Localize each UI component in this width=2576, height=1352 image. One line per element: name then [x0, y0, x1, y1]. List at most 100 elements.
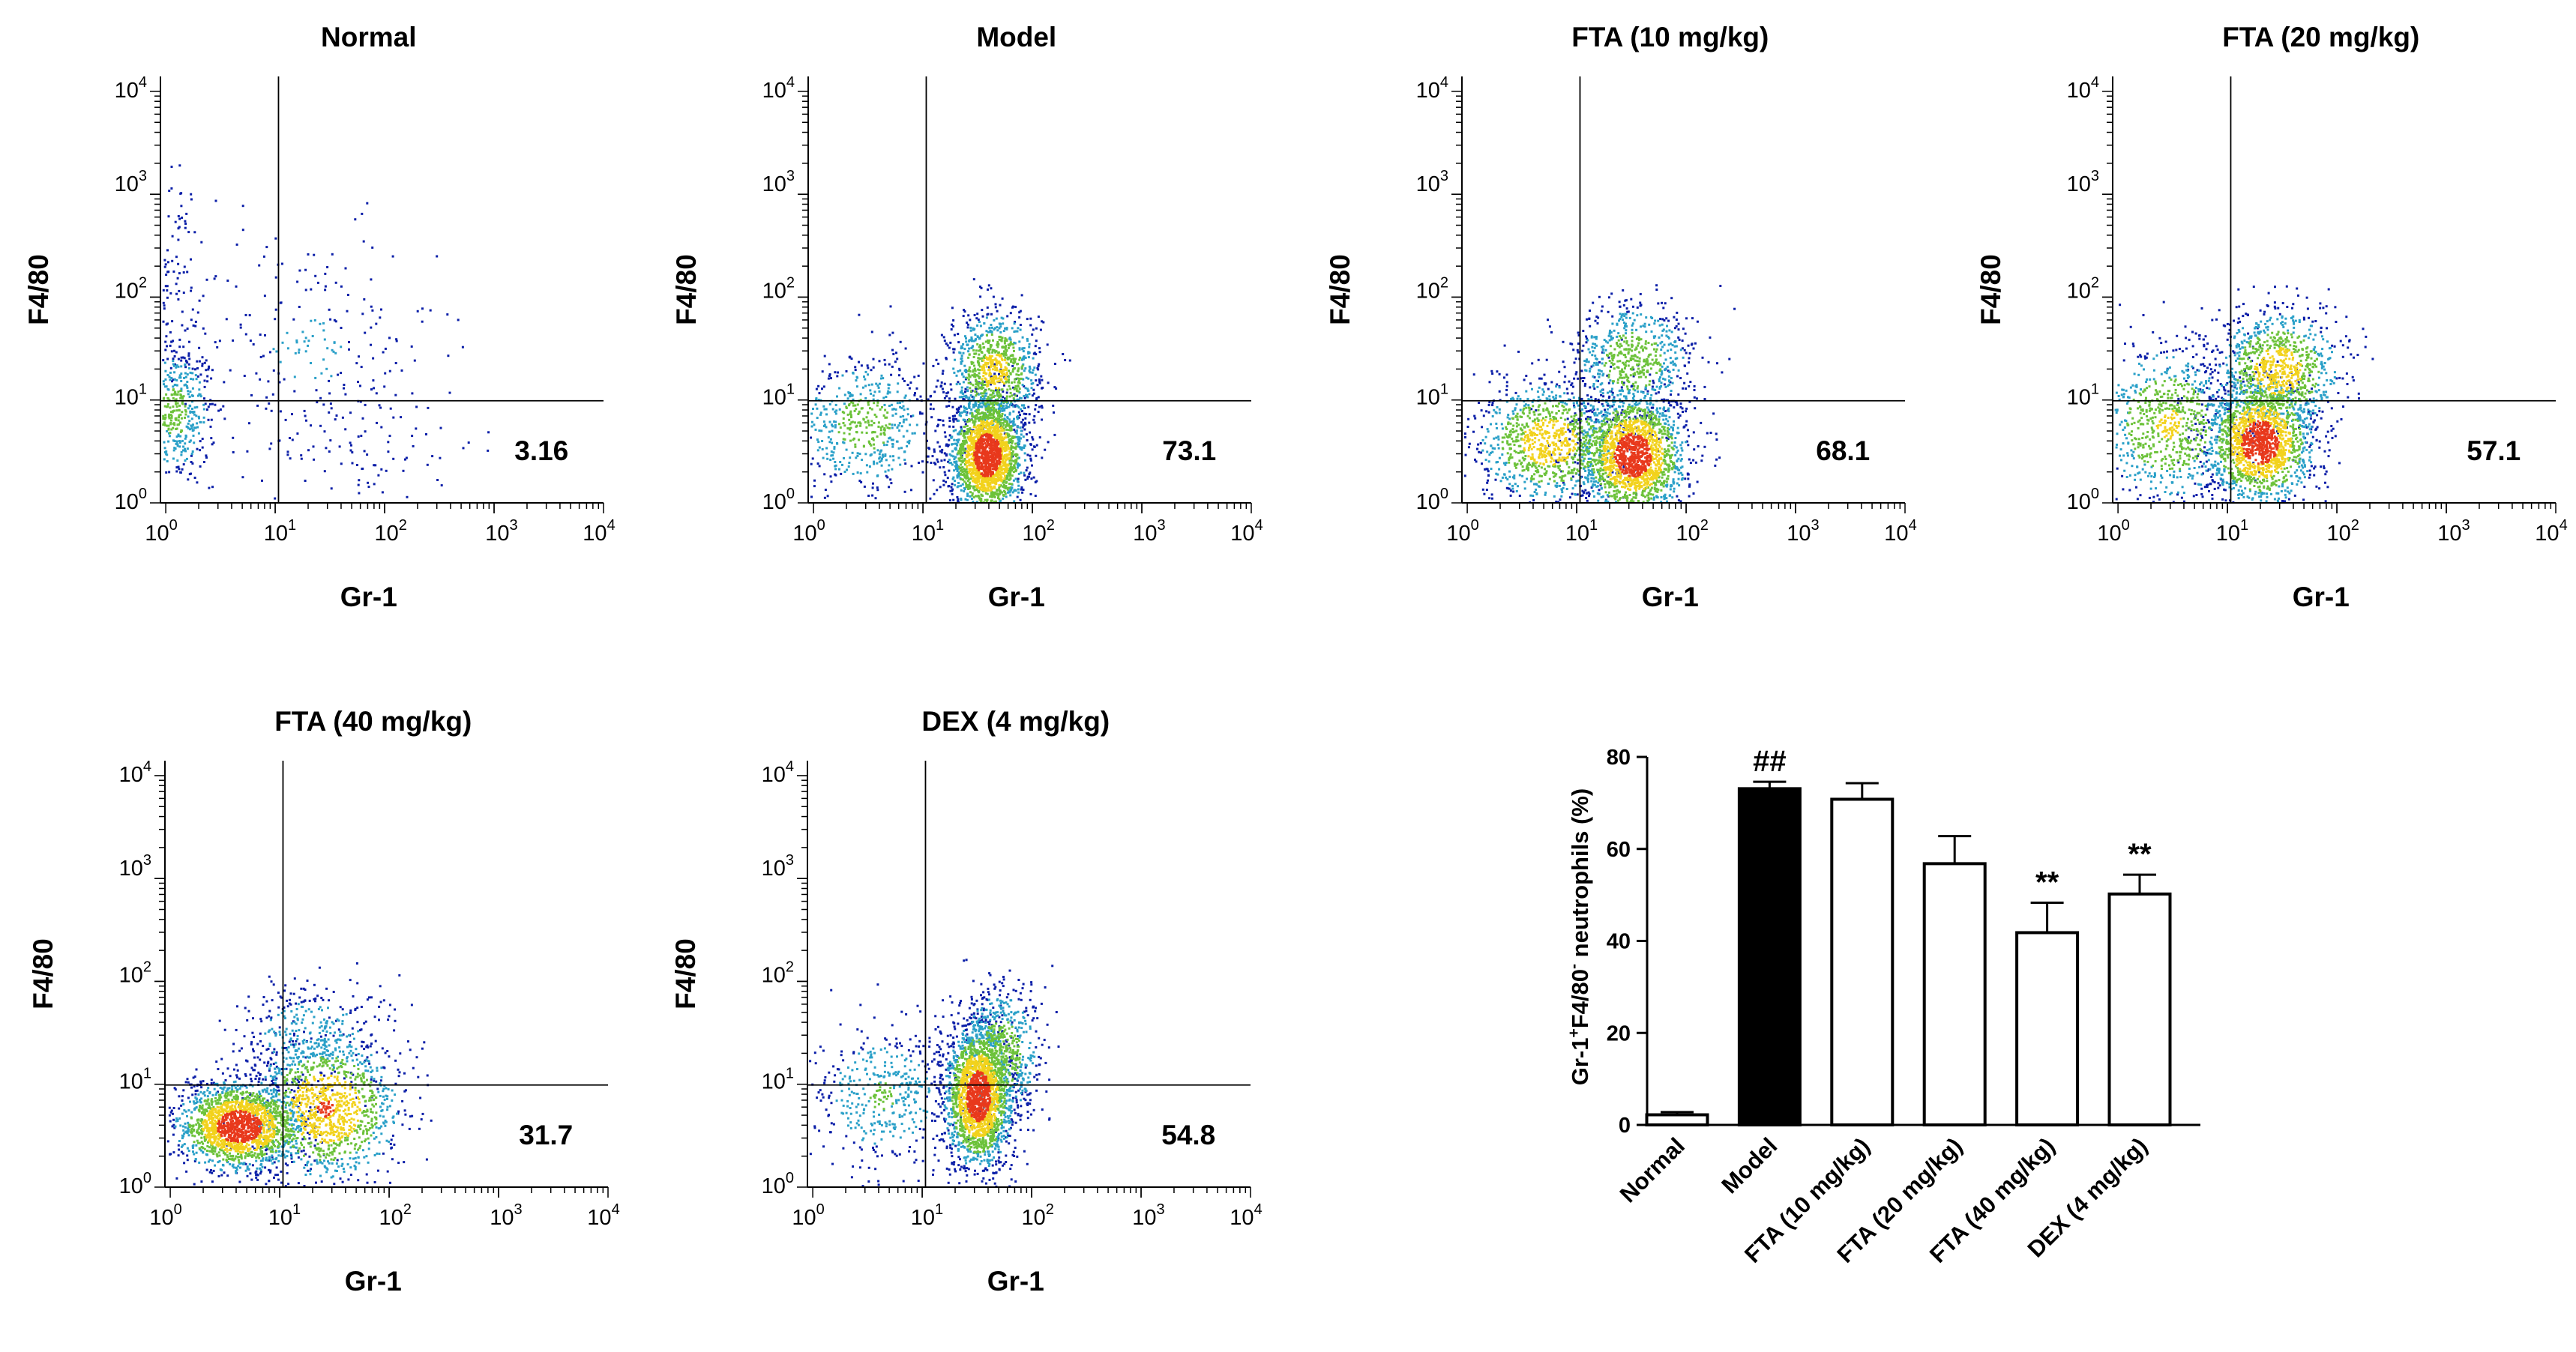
event-dot: [1613, 396, 1616, 399]
event-dot: [1029, 367, 1032, 370]
event-dot: [180, 205, 183, 208]
event-dot: [986, 349, 989, 352]
event-dot: [849, 423, 852, 426]
event-dot: [975, 479, 978, 482]
event-dot: [993, 477, 996, 480]
event-dot: [984, 470, 987, 473]
event-dot: [357, 483, 360, 486]
event-dot: [1003, 382, 1005, 385]
event-dot: [171, 393, 173, 396]
event-dot: [1038, 436, 1041, 439]
event-dot: [961, 346, 964, 349]
event-dot: [1669, 404, 1672, 407]
event-dot: [279, 410, 282, 413]
event-dot: [967, 478, 970, 481]
event-dot: [863, 485, 866, 488]
event-dot: [177, 215, 180, 217]
event-dot: [1028, 393, 1031, 396]
event-dot: [951, 488, 954, 491]
event-dot: [1481, 426, 1484, 429]
event-dot: [184, 459, 187, 462]
event-dot: [966, 424, 969, 427]
event-dot: [1012, 357, 1015, 360]
event-dot: [249, 339, 252, 342]
event-dot: [985, 457, 988, 460]
event-dot: [963, 490, 966, 492]
event-dot: [1531, 387, 1533, 390]
event-dot: [1508, 487, 1511, 490]
event-dot: [1022, 378, 1025, 381]
event-dot: [1628, 416, 1631, 419]
event-dot: [975, 435, 978, 438]
event-dot: [886, 426, 889, 429]
event-dot: [487, 431, 490, 434]
event-dot: [996, 326, 999, 329]
event-dot: [960, 429, 963, 432]
event-dot: [208, 402, 211, 405]
event-dot: [163, 383, 165, 386]
event-dot: [182, 292, 185, 295]
event-dot: [1571, 382, 1574, 385]
event-dot: [945, 453, 948, 456]
event-dot: [952, 420, 955, 423]
event-dot: [952, 455, 955, 458]
event-dot: [993, 394, 996, 397]
event-dot: [834, 410, 837, 413]
event-dot: [172, 449, 175, 452]
event-dot: [968, 458, 971, 461]
event-dot: [360, 435, 363, 438]
event-dot: [978, 365, 981, 368]
event-dot: [898, 369, 901, 372]
event-dot: [991, 359, 994, 362]
event-dot: [1680, 478, 1683, 481]
event-dot: [169, 414, 172, 417]
event-dot: [1053, 386, 1056, 389]
event-dot: [963, 449, 966, 452]
event-dot: [979, 434, 982, 437]
event-dot: [1670, 390, 1673, 392]
event-dot: [972, 420, 975, 423]
event-dot: [1029, 454, 1032, 457]
event-dot: [1463, 474, 1466, 477]
event-dot: [404, 458, 406, 461]
event-dot: [1005, 401, 1008, 403]
event-dot: [992, 401, 995, 404]
event-dot: [1649, 418, 1652, 421]
event-dot: [992, 480, 995, 483]
event-dot: [315, 389, 318, 392]
event-dot: [997, 467, 1000, 469]
event-dot: [1493, 408, 1496, 411]
event-dot: [1032, 418, 1035, 421]
event-dot: [982, 359, 985, 362]
event-dot: [978, 372, 981, 375]
event-dot: [1693, 396, 1696, 399]
event-dot: [1677, 336, 1680, 339]
event-dot: [951, 463, 954, 466]
event-dot: [1000, 316, 1003, 319]
event-dot: [846, 397, 849, 400]
event-dot: [1649, 373, 1652, 376]
event-dot: [813, 485, 816, 488]
event-dot: [849, 410, 852, 413]
event-dot: [1002, 429, 1005, 432]
event-dot: [993, 372, 996, 375]
event-dot: [999, 448, 1002, 451]
event-dot: [334, 281, 337, 284]
event-dot: [884, 363, 887, 366]
event-dot: [994, 366, 996, 369]
event-dot: [834, 468, 837, 471]
event-dot: [196, 422, 199, 425]
event-dot: [999, 355, 1002, 358]
event-dot: [394, 393, 397, 396]
event-dot: [310, 424, 312, 427]
event-dot: [169, 406, 172, 409]
event-dot: [1008, 462, 1011, 465]
event-dot: [1039, 328, 1042, 331]
event-dot: [979, 399, 982, 401]
event-dot: [985, 501, 988, 504]
event-dot: [1035, 327, 1038, 330]
event-dot: [926, 439, 928, 442]
event-dot: [841, 374, 844, 377]
event-dot: [274, 497, 277, 500]
event-dot: [981, 482, 984, 485]
